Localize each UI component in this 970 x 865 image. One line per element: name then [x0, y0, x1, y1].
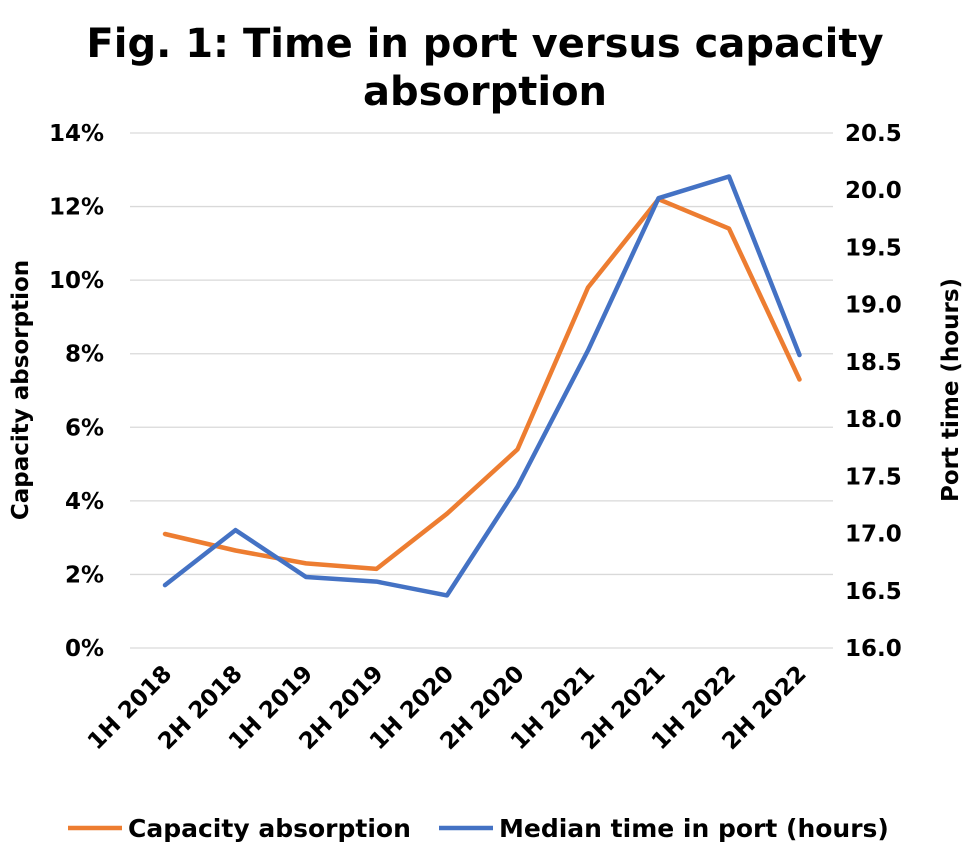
y-axis-left-label: Capacity absorption	[8, 260, 34, 520]
y-right-tick-label: 20.5	[845, 121, 902, 147]
y-left-tick-label: 12%	[49, 195, 104, 221]
y-right-tick-label: 19.0	[845, 293, 902, 319]
y-right-tick-label: 20.0	[845, 178, 902, 204]
y-right-tick-label: 19.5	[845, 235, 902, 261]
chart-title-line-1: Fig. 1: Time in port versus capacity abs…	[86, 21, 884, 115]
y-left-tick-label: 2%	[65, 562, 104, 588]
y-left-tick-label: 6%	[65, 415, 104, 441]
right-axis-ticks: 16.0 16.5 17.0 17.5 18.0 18.5 19.0 19.5 20.0 20.5	[845, 121, 902, 662]
legend-label: Median time in port (hours)	[499, 814, 889, 843]
series-lines	[162, 174, 802, 598]
y-right-tick-label: 18.0	[845, 407, 902, 433]
series-line-port-time	[162, 174, 802, 598]
y-right-tick-label: 17.0	[845, 522, 902, 548]
series-line-capacity-absorption	[162, 196, 802, 572]
y-left-tick-label: 14%	[49, 121, 104, 147]
chart-title: Fig. 1: Time in port versus capacity abs…	[0, 20, 970, 116]
y-left-tick-label: 10%	[49, 268, 104, 294]
y-left-tick-label: 8%	[65, 342, 104, 368]
legend-label: Capacity absorption	[128, 814, 411, 843]
legend: Capacity absorption Median time in port (…	[68, 814, 889, 843]
y-left-tick-label: 4%	[65, 489, 104, 515]
y-right-tick-label: 18.5	[845, 350, 902, 376]
left-axis-ticks: 0% 2% 4% 6% 8% 10% 12% 14%	[49, 121, 104, 662]
gridlines	[130, 132, 833, 649]
y-left-tick-label: 0%	[65, 636, 104, 662]
y-right-tick-label: 17.5	[845, 464, 902, 490]
y-axis-right-label: Port time (hours)	[938, 278, 964, 502]
y-right-tick-label: 16.0	[845, 636, 902, 662]
y-right-tick-label: 16.5	[845, 579, 902, 605]
